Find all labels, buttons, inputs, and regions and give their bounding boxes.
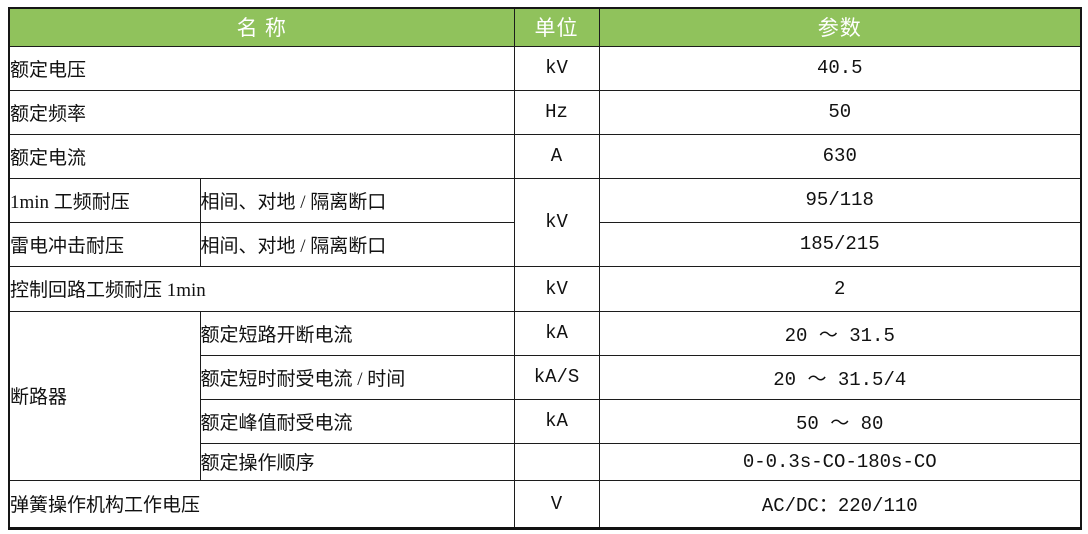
rated-frequency-unit-cell: Hz <box>513 89 600 135</box>
table-row: 额定电压 kV 40.5 <box>8 45 1082 91</box>
peak-current-param-cell: 50 ～ 80 <box>598 398 1082 444</box>
table-row: 控制回路工频耐压 1min kV 2 <box>8 265 1082 312</box>
rated-voltage-param-cell: 40.5 <box>598 45 1082 91</box>
table-row: 额定短时耐受电流 / 时间 kA/S 20 ～ 31.5/4 <box>9 354 1082 400</box>
peak-current-unit-cell: kA <box>513 398 600 444</box>
withstand-unit-cell: kV <box>513 177 600 267</box>
rated-voltage-unit-cell: kV <box>513 45 600 91</box>
spec-table: 名 称 单位 参数 额定电压 kV 40.5 额定频率 Hz 50 额定电流 A… <box>8 7 1082 530</box>
lightning-param-cell: 185/215 <box>598 221 1082 267</box>
rated-current-param-cell: 630 <box>598 133 1082 179</box>
table-row: 额定频率 Hz 50 <box>8 89 1082 135</box>
spring-mechanism-unit-cell: V <box>513 479 600 529</box>
lightning-name-cell: 雷电冲击耐压 <box>8 221 201 267</box>
table-row: 额定峰值耐受电流 kA 50 ～ 80 <box>9 398 1082 444</box>
operating-sequence-unit-cell <box>513 442 600 481</box>
control-circuit-unit-cell: kV <box>513 265 600 312</box>
peak-current-name-cell: 额定峰值耐受电流 <box>199 398 515 444</box>
table-row: 额定操作顺序 0-0.3s-CO-180s-CO <box>9 442 1082 481</box>
power-freq-name-cell: 1min 工频耐压 <box>8 177 201 223</box>
control-circuit-name-cell: 控制回路工频耐压 1min <box>8 265 515 312</box>
table-row: 断路器 额定短路开断电流 kA 20 ～ 31.5 <box>8 310 1082 481</box>
header-name-cell: 名 称 <box>8 7 515 47</box>
table-row: 弹簧操作机构工作电压 V AC/DC：220/110 <box>8 479 1082 529</box>
table-row: 额定电流 A 630 <box>8 133 1082 179</box>
table-row: 雷电冲击耐压 相间、对地 / 隔离断口 185/215 <box>8 221 1082 267</box>
rated-current-name-cell: 额定电流 <box>8 133 515 179</box>
power-freq-param-cell: 95/118 <box>598 177 1082 223</box>
header-unit-cell: 单位 <box>513 7 600 47</box>
control-circuit-param-cell: 2 <box>598 265 1082 312</box>
operating-sequence-param-cell: 0-0.3s-CO-180s-CO <box>598 442 1082 481</box>
short-time-name-cell: 额定短时耐受电流 / 时间 <box>199 354 515 400</box>
short-time-param-cell: 20 ～ 31.5/4 <box>598 354 1082 400</box>
lightning-scope-cell: 相间、对地 / 隔离断口 <box>199 221 515 267</box>
spring-mechanism-param-cell: AC/DC：220/110 <box>598 479 1082 529</box>
breaking-current-unit-cell: kA <box>513 310 600 356</box>
table-header-row: 名 称 单位 参数 <box>8 7 1082 47</box>
breaker-group-cell: 断路器 <box>8 310 201 481</box>
table-row: 1min 工频耐压 相间、对地 / 隔离断口 kV 95/118 <box>8 177 1082 267</box>
operating-sequence-name-cell: 额定操作顺序 <box>199 442 515 481</box>
header-param-cell: 参数 <box>598 7 1082 47</box>
spring-mechanism-name-cell: 弹簧操作机构工作电压 <box>8 479 515 529</box>
power-freq-scope-cell: 相间、对地 / 隔离断口 <box>199 177 515 223</box>
rated-frequency-name-cell: 额定频率 <box>8 89 515 135</box>
breaking-current-name-cell: 额定短路开断电流 <box>199 310 515 356</box>
rated-voltage-name-cell: 额定电压 <box>8 45 515 91</box>
short-time-unit-cell: kA/S <box>513 354 600 400</box>
rated-current-unit-cell: A <box>513 133 600 179</box>
rated-frequency-param-cell: 50 <box>598 89 1082 135</box>
breaking-current-param-cell: 20 ～ 31.5 <box>598 310 1082 356</box>
